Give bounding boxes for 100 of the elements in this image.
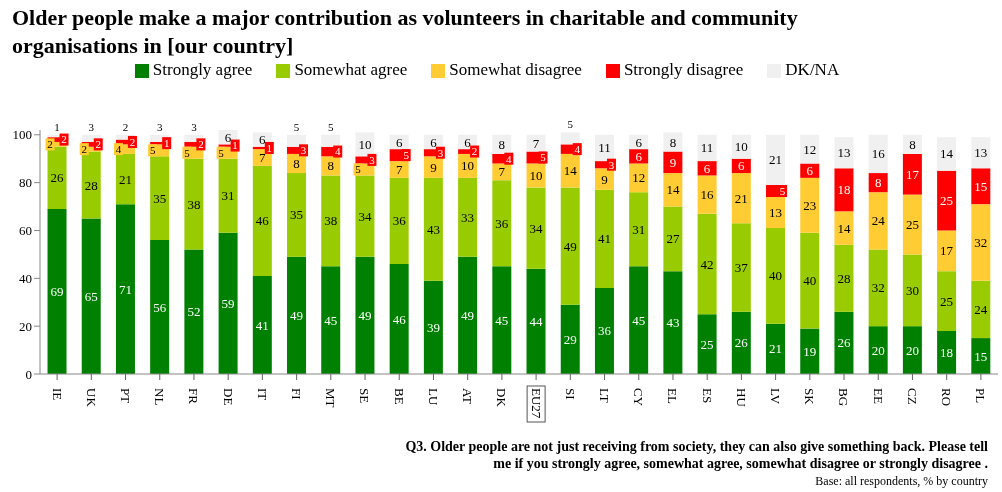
bar xyxy=(629,163,649,193)
text: Q3. Older people are not just receiving from society, they can also give something back. Please tell me if you strongly agree, somewhat agree, somewhat disagree or strongly disagree . xyxy=(404,438,988,472)
x-tick-label: LV xyxy=(768,388,784,405)
data-label: 8 xyxy=(909,136,916,152)
bar xyxy=(115,204,135,374)
x-tick-label: NL xyxy=(152,388,168,406)
data-label: 24 xyxy=(871,213,886,229)
data-label: 10 xyxy=(529,168,543,183)
data-label: 59 xyxy=(221,295,235,311)
data-label: 6 xyxy=(224,129,232,145)
data-label: 18 xyxy=(940,345,954,361)
data-label: 5 xyxy=(149,144,156,157)
data-label: 1 xyxy=(266,141,273,154)
data-label: 15 xyxy=(974,348,988,364)
bar xyxy=(287,173,307,257)
x-tick-label: ES xyxy=(699,388,715,404)
data-label: 6 xyxy=(259,132,267,148)
data-label: 6 xyxy=(738,158,746,174)
data-label: 33 xyxy=(461,209,475,225)
bar xyxy=(766,196,786,229)
data-label: 5 xyxy=(540,151,547,164)
bar xyxy=(868,134,888,174)
data-label: 2 xyxy=(61,133,67,146)
x-tick-label: RO xyxy=(939,388,955,407)
bar xyxy=(218,232,238,374)
x-tick-label: MT xyxy=(323,388,339,408)
data-label: 7 xyxy=(498,164,506,180)
data-label: 6 xyxy=(464,134,472,150)
bar xyxy=(594,189,614,288)
bar xyxy=(800,177,820,233)
bar xyxy=(834,244,854,312)
data-label: 2 xyxy=(198,138,204,151)
y-tick-label: 40 xyxy=(19,270,32,286)
bar xyxy=(937,137,957,171)
bar xyxy=(766,134,786,186)
data-label: 9 xyxy=(669,154,677,170)
bar xyxy=(834,311,854,374)
data-label: 6 xyxy=(635,134,643,150)
legend-label: Strongly agree xyxy=(152,60,253,79)
bar xyxy=(492,163,512,181)
bar xyxy=(697,134,717,162)
data-label: 18 xyxy=(837,182,851,198)
bar xyxy=(697,213,717,315)
x-tick-label: IE xyxy=(49,388,65,401)
legend-label: Somewhat disagree xyxy=(449,60,582,79)
data-label: 45 xyxy=(632,312,646,328)
data-label: 1 xyxy=(54,120,60,133)
bar xyxy=(560,132,580,145)
data-label: 46 xyxy=(255,213,270,229)
data-label: 41 xyxy=(597,231,611,247)
data-label: 13 xyxy=(837,145,851,161)
bar xyxy=(321,266,341,374)
bar xyxy=(902,254,922,327)
data-label: 27 xyxy=(666,231,680,247)
data-label: 35 xyxy=(290,207,304,223)
text: Base: all respondents, % by country xyxy=(814,473,988,490)
data-label: 49 xyxy=(290,307,304,323)
data-label: 6 xyxy=(635,148,643,164)
bar xyxy=(937,271,957,331)
data-label: 4 xyxy=(115,142,122,155)
bar xyxy=(560,187,580,305)
x-tick-label: DK xyxy=(494,388,510,408)
data-label: 5 xyxy=(293,120,300,133)
bar xyxy=(971,204,991,281)
data-label: 21 xyxy=(118,171,132,187)
bar xyxy=(800,232,820,329)
x-tick-label: AT xyxy=(460,388,476,404)
data-label: 45 xyxy=(324,312,338,328)
data-label: 24 xyxy=(974,301,988,317)
bar xyxy=(697,175,717,214)
legend-label: Strongly disagree xyxy=(623,60,744,79)
bar xyxy=(971,338,991,374)
data-label: 2 xyxy=(122,120,129,133)
data-label: 8 xyxy=(293,156,300,172)
data-label: 28 xyxy=(837,270,851,286)
bar xyxy=(971,137,991,169)
bar xyxy=(697,314,717,374)
data-label: 16 xyxy=(871,146,886,162)
data-label: 36 xyxy=(495,215,509,231)
data-label: 32 xyxy=(974,234,988,250)
x-tick-label: DE xyxy=(220,388,236,406)
bar xyxy=(731,173,751,224)
bar xyxy=(458,177,478,257)
bar xyxy=(252,165,272,276)
bar xyxy=(868,326,888,374)
data-label: 17 xyxy=(940,243,954,259)
bar xyxy=(766,323,786,374)
data-label: 11 xyxy=(598,140,611,156)
y-tick-label: 0 xyxy=(25,366,32,382)
data-label: 10 xyxy=(734,139,748,155)
x-tick-label: SK xyxy=(802,388,818,406)
data-label: 2 xyxy=(129,135,136,148)
data-label: 71 xyxy=(118,281,132,297)
data-label: 42 xyxy=(700,256,714,272)
data-label: 6 xyxy=(703,160,711,176)
bar xyxy=(47,146,67,209)
bar xyxy=(252,275,272,374)
data-label: 49 xyxy=(461,307,475,323)
data-label: 21 xyxy=(769,152,783,168)
data-label: 8 xyxy=(669,134,677,150)
